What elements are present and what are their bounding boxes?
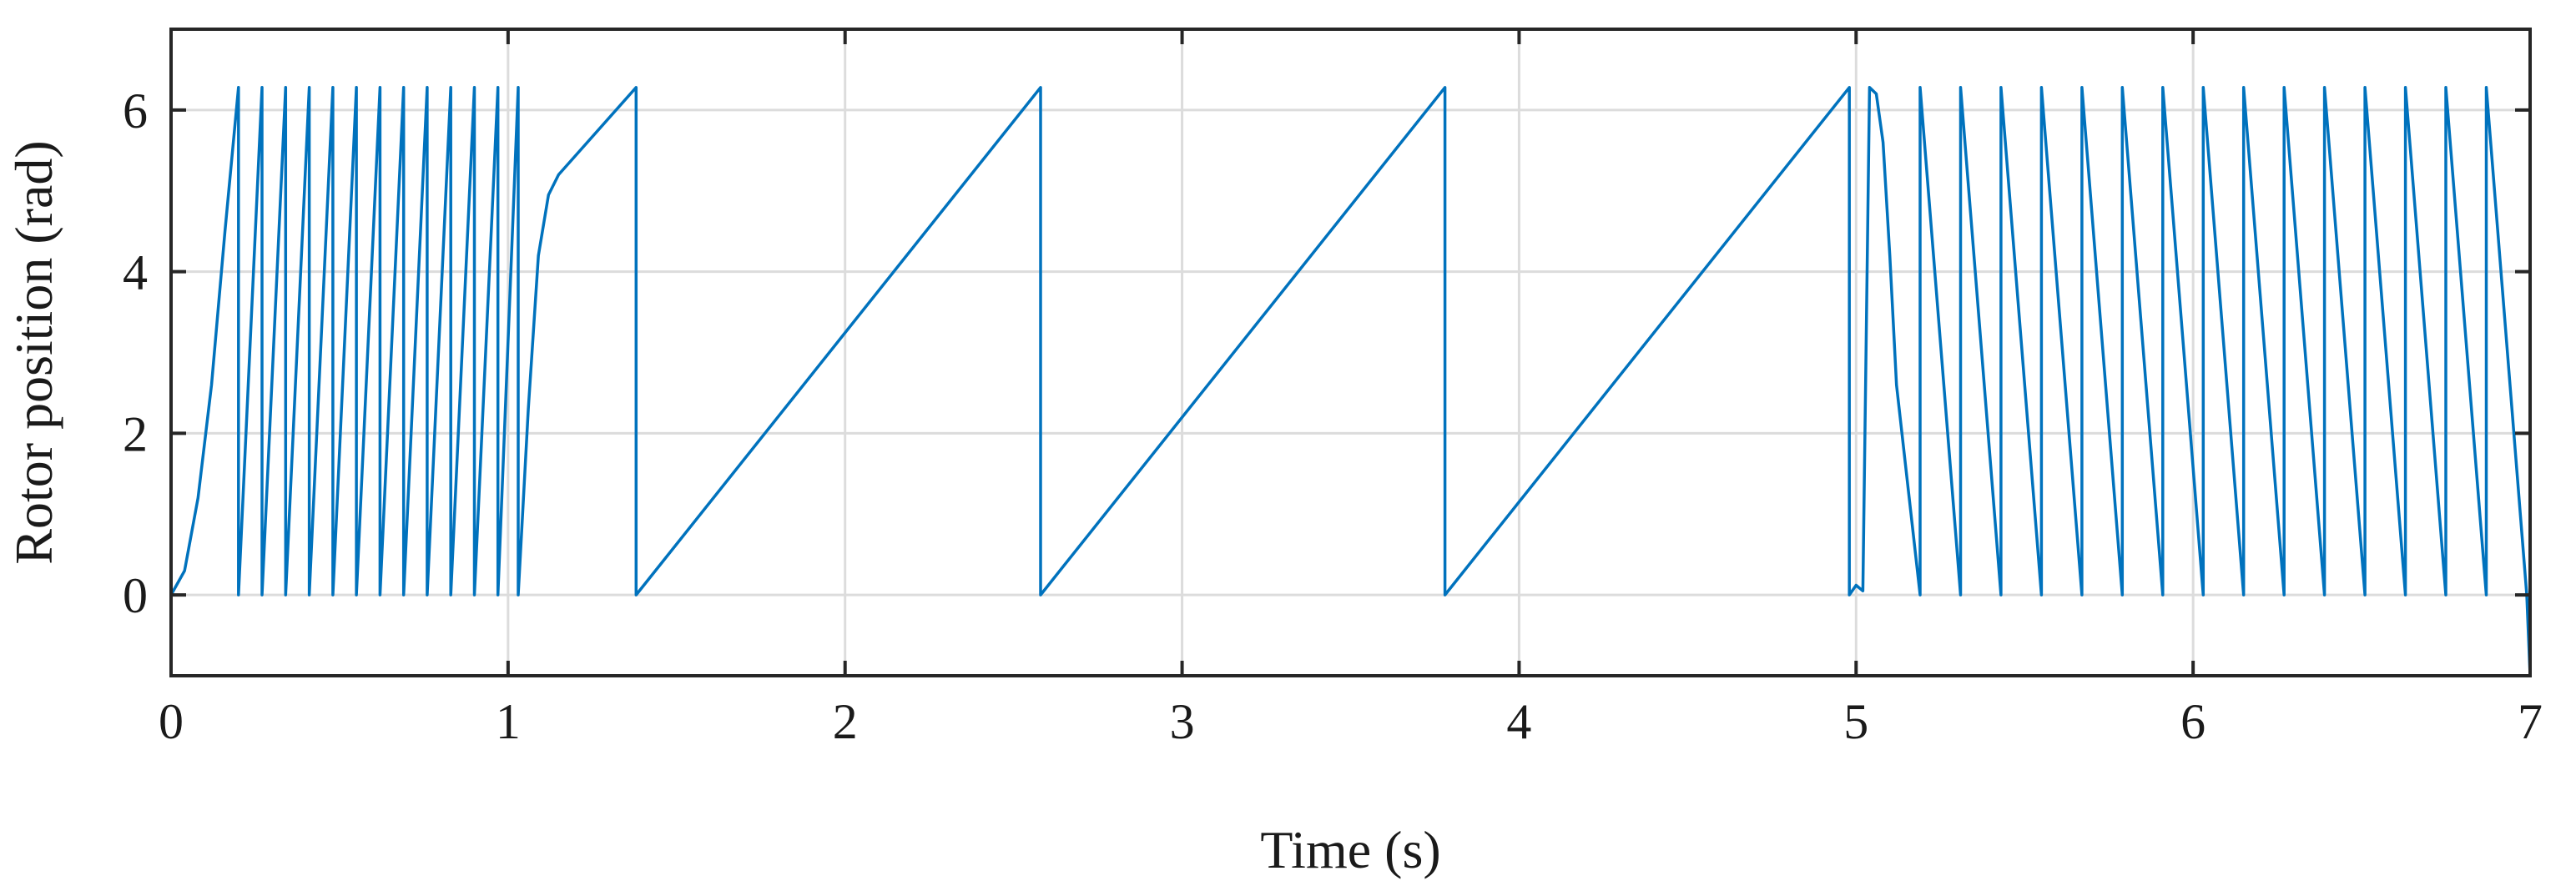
x-tick-label: 2 (833, 694, 858, 749)
x-tick-label: 0 (159, 694, 184, 749)
x-tick-label: 7 (2518, 694, 2543, 749)
x-axis-label: Time (s) (1260, 820, 1440, 879)
x-tick-label: 6 (2180, 694, 2205, 749)
grid-lines (169, 29, 2532, 676)
y-axis-label: Rotor position (rad) (4, 140, 63, 564)
x-tick-label: 3 (1170, 694, 1195, 749)
y-tick-label: 6 (123, 83, 148, 138)
tick-marks (169, 29, 2532, 676)
x-tick-label: 5 (1843, 694, 1868, 749)
series-group (169, 86, 2532, 677)
x-tick-labels: 0 1 2 3 4 5 6 7 (159, 694, 2543, 749)
y-tick-labels: 0 2 4 6 (123, 83, 148, 623)
x-tick-label: 1 (496, 694, 521, 749)
y-tick-label: 4 (123, 245, 148, 300)
y-tick-label: 0 (123, 568, 148, 623)
y-tick-label: 2 (123, 406, 148, 461)
rotor-position-series-line (169, 86, 2532, 677)
plot-frame (169, 28, 2532, 677)
x-tick-label: 4 (1506, 694, 1531, 749)
